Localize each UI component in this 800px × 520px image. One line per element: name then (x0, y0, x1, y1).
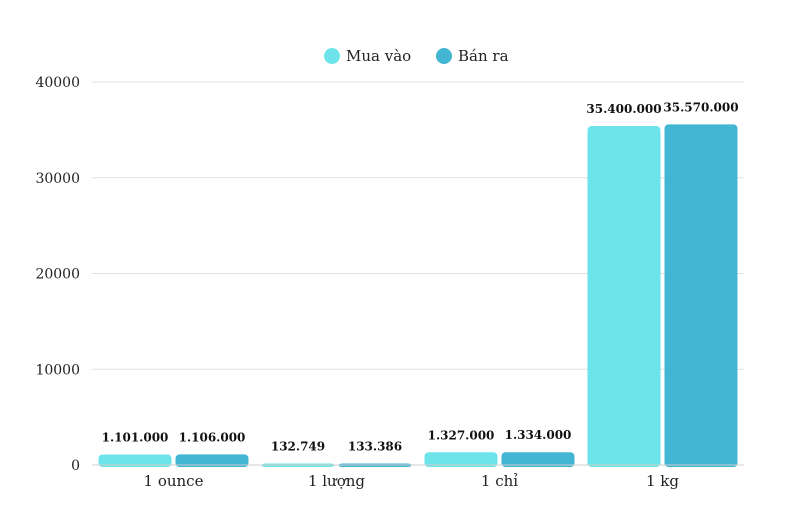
x-tick-label: 1 kg (646, 472, 679, 490)
x-tick-label: 1 lượng (308, 472, 365, 490)
data-label: 35.570.000 (663, 100, 738, 114)
x-tick-label: 1 ounce (144, 472, 204, 490)
bar (501, 452, 575, 467)
x-tick-label: 1 chỉ (481, 472, 518, 490)
legend-label: Mua vào (346, 47, 411, 65)
y-tick-label: 40000 (35, 75, 80, 91)
bar (175, 454, 249, 467)
data-label: 1.106.000 (179, 430, 246, 444)
y-axis: 0 10000 20000 30000 40000 (35, 75, 80, 474)
bar (98, 454, 172, 467)
y-tick-label: 0 (71, 458, 80, 474)
y-tick-label: 20000 (35, 267, 80, 283)
data-label: 1.334.000 (505, 428, 572, 442)
legend: Mua vào Bán ra (324, 47, 509, 65)
bars (98, 124, 738, 468)
data-label: 35.400.000 (586, 102, 661, 116)
data-labels: 1.101.000 1.106.000 132.749 133.386 1.327.00… (102, 100, 739, 453)
legend-label: Bán ra (458, 47, 509, 65)
data-label: 1.327.000 (428, 428, 495, 442)
bar (587, 126, 661, 468)
y-tick-label: 30000 (35, 171, 80, 187)
legend-marker (436, 48, 452, 64)
data-label: 133.386 (348, 440, 402, 454)
legend-marker (324, 48, 340, 64)
bar (664, 124, 738, 468)
x-axis: 1 ounce 1 lượng 1 chỉ 1 kg (92, 464, 744, 490)
bar (424, 452, 498, 467)
y-tick-label: 10000 (35, 362, 80, 378)
data-label: 132.749 (271, 440, 325, 454)
data-label: 1.101.000 (102, 430, 169, 444)
